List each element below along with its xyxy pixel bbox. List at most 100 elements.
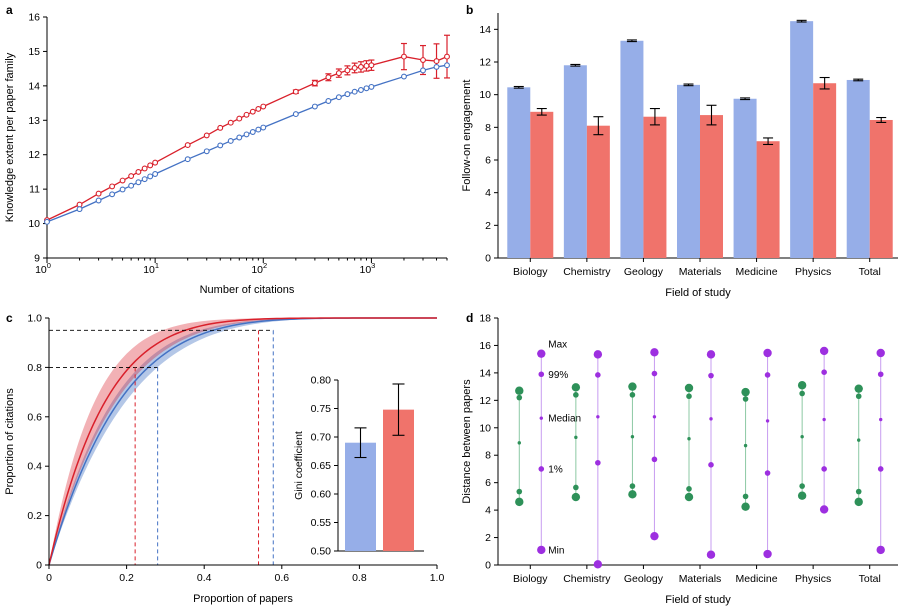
- data-point-red: [444, 53, 450, 60]
- point-green-min: [515, 497, 524, 507]
- point-purple-max: [593, 350, 603, 359]
- point-green-max: [741, 387, 750, 397]
- panel-label-b: b: [466, 3, 473, 17]
- bar-red: [813, 83, 837, 258]
- y-tick-label: 8: [485, 122, 491, 134]
- point-green-max: [854, 384, 863, 393]
- data-point-red: [344, 67, 351, 74]
- data-point-red: [249, 108, 256, 115]
- y-axis-title: Proportion of citations: [4, 388, 16, 495]
- y-tick-label: 14: [479, 24, 491, 36]
- data-point-blue: [325, 98, 332, 104]
- point-green-max: [571, 383, 581, 392]
- data-point-red: [335, 70, 342, 77]
- y-tick-label: 0: [485, 253, 491, 265]
- data-point-red: [292, 88, 299, 95]
- x-tick-label: 102: [251, 261, 267, 276]
- x-tick-base: 10: [251, 264, 263, 276]
- x-tick-label: Biology: [513, 573, 548, 585]
- y-tick-label: 4: [485, 187, 491, 199]
- data-point-red: [147, 162, 154, 169]
- point-purple-median: [596, 415, 600, 419]
- x-tick-exp: 0: [47, 261, 51, 270]
- y-axis-title: Distance between papers: [461, 379, 473, 504]
- bar-blue: [846, 79, 870, 258]
- point-green-min: [628, 490, 637, 499]
- y-tick-label: 0: [36, 560, 42, 572]
- data-point-red: [184, 142, 191, 149]
- point-purple-min: [650, 531, 659, 541]
- x-axis-title: Proportion of papers: [193, 593, 293, 605]
- point-purple-max: [537, 349, 546, 358]
- x-tick-label: 0.6: [274, 572, 289, 584]
- stat-label-min: Min: [548, 545, 564, 556]
- point-purple-min: [593, 560, 603, 569]
- point-purple-max: [763, 348, 772, 358]
- x-tick-label: Biology: [513, 266, 548, 278]
- data-point-blue: [344, 91, 351, 98]
- y-tick-label: 2: [485, 532, 491, 544]
- series-line-blue: [46, 64, 448, 223]
- point-purple-min: [537, 545, 546, 555]
- y-tick-label: 12: [28, 149, 40, 161]
- point-purple-min: [763, 549, 772, 559]
- point-green-p1: [855, 488, 862, 495]
- data-point-blue: [249, 129, 256, 135]
- x-tick-label: Physics: [795, 573, 831, 585]
- bar-blue: [790, 21, 814, 258]
- point-green-p99: [573, 392, 579, 398]
- data-point-blue: [292, 111, 299, 118]
- point-purple-min: [819, 505, 829, 514]
- point-purple-median: [879, 417, 883, 422]
- x-tick-label: Materials: [679, 573, 722, 585]
- y-tick-label: 0.80: [311, 375, 332, 387]
- data-point-red: [357, 63, 364, 70]
- data-point-blue: [147, 173, 154, 180]
- y-tick-label: 1.0: [27, 313, 42, 325]
- data-point-blue: [109, 191, 116, 198]
- y-tick-label: 0.75: [311, 403, 332, 415]
- data-point-blue: [203, 148, 210, 155]
- point-green-max: [684, 383, 694, 393]
- data-point-red: [119, 177, 126, 184]
- point-purple-p99: [764, 372, 771, 378]
- bar-blue: [733, 98, 757, 258]
- data-point-blue: [311, 103, 318, 110]
- inset-gini: 0.50 0.55 0.60 0.65 0.70 0.75 0.80 Gini coeffic…: [293, 371, 428, 559]
- point-green-max: [515, 386, 524, 395]
- bar-blue: [677, 84, 700, 258]
- data-point-blue: [152, 171, 159, 177]
- data-point-blue: [44, 218, 50, 225]
- y-tick-label: 6: [485, 477, 491, 489]
- point-purple-median: [709, 417, 713, 421]
- data-point-red: [363, 62, 370, 69]
- point-green-p99: [686, 393, 692, 400]
- point-purple-max: [650, 348, 659, 357]
- inset-bar-blue: [345, 442, 376, 551]
- data-point-blue: [217, 142, 224, 149]
- point-purple-p1: [821, 466, 827, 472]
- point-green-median: [743, 443, 748, 448]
- y-tick-label: 0.60: [311, 489, 332, 501]
- point-purple-median: [539, 416, 543, 420]
- data-point-blue: [401, 73, 407, 80]
- point-purple-p1: [595, 459, 601, 466]
- x-tick-label: Geology: [624, 266, 664, 278]
- point-green-p99: [516, 394, 523, 401]
- y-tick-label: 4: [485, 505, 491, 517]
- point-green-max: [797, 381, 807, 390]
- series-line-red: [46, 55, 448, 221]
- data-point-red: [135, 168, 142, 175]
- data-point-blue: [444, 62, 450, 69]
- y-tick-label: 2: [485, 220, 491, 232]
- panel-label-d: d: [466, 311, 473, 325]
- data-point-red: [203, 132, 210, 139]
- point-green-p1: [799, 483, 805, 489]
- y-tick-label: 11: [29, 184, 40, 196]
- y-tick-label: 13: [28, 115, 40, 127]
- point-green-p1: [573, 484, 579, 491]
- point-green-p1: [516, 488, 523, 495]
- point-green-min: [571, 492, 581, 502]
